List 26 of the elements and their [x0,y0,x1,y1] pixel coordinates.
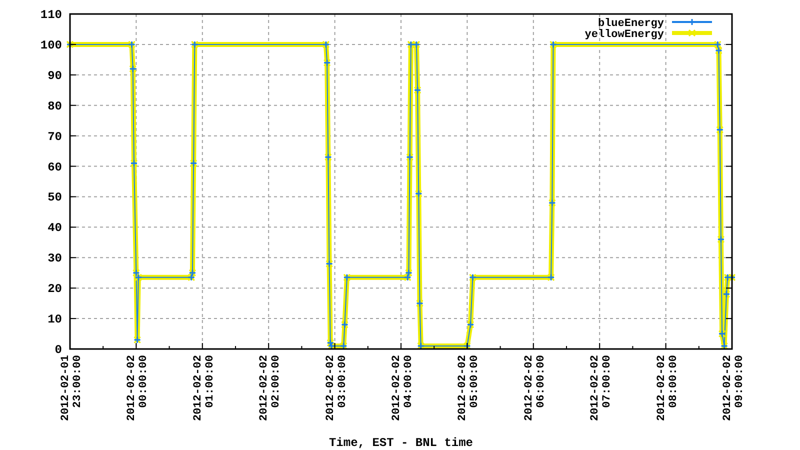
x-tick-label: 2012-02-02 08:00:00 [656,355,680,422]
y-tick-label: 110 [40,8,62,22]
x-tick-label: 2012-02-02 09:00:00 [722,355,746,422]
y-tick-label: 100 [40,38,62,52]
x-tick-label: 2012-02-02 01:00:00 [192,355,216,422]
x-tick-label: 2012-02-02 05:00:00 [457,355,482,422]
x-tick-label: 2012-02-01 23:00:00 [60,354,84,422]
y-tick-label: 40 [48,221,62,236]
legend-label: blueEnergy [598,18,664,30]
y-tick-label: 70 [48,130,62,144]
x-tick-label: 2012-02-02 02:00:00 [258,355,283,422]
x-tick-label: 2012-02-02 04:00:00 [391,355,415,422]
y-tick-label: 80 [48,99,62,114]
y-tick-label: 50 [48,190,62,205]
x-tick-label: 2012-02-02 00:00:00 [126,355,150,422]
y-tick-label: 30 [48,252,62,266]
x-tick-label: 2012-02-02 03:00:00 [324,355,349,422]
x-tick-label: 2012-02-02 07:00:00 [590,355,614,422]
y-tick-label: 10 [48,312,62,327]
x-axis-title: Time, EST - BNL time [328,436,474,450]
x-tick-label: 2012-02-02 06:00:00 [523,355,548,422]
y-tick-label: 20 [48,282,62,296]
legend-label: yellowEnergy [584,29,664,41]
y-tick-label: 0 [54,343,62,357]
y-tick-label: 60 [48,160,62,174]
y-tick-label: 90 [48,68,62,83]
